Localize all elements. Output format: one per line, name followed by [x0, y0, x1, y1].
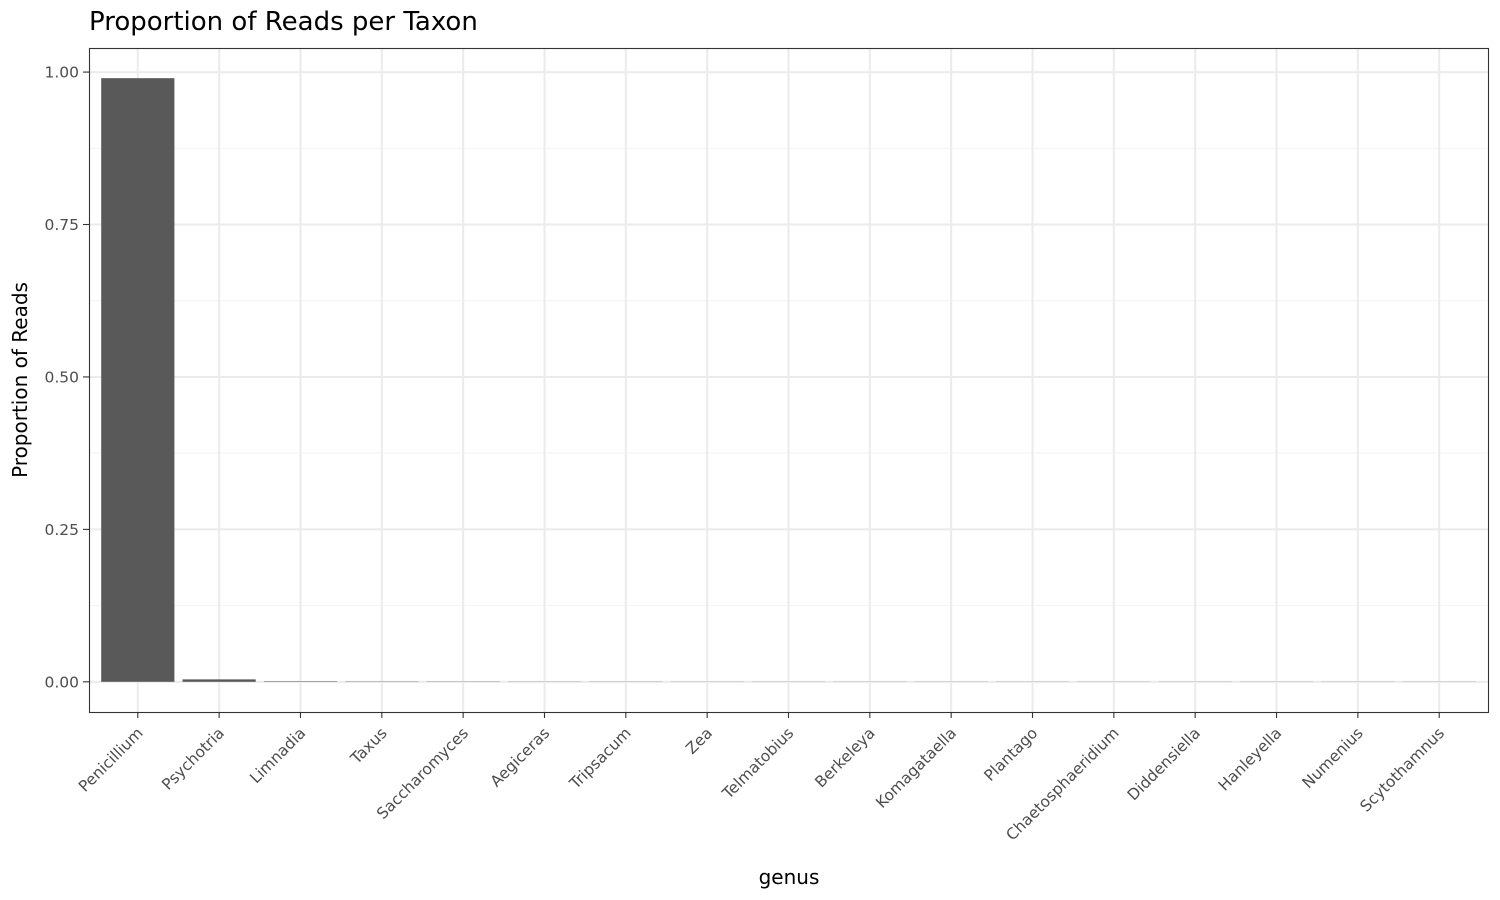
x-axis: Penicillium Psychotria Limnadia TaxusSaccha… [75, 712, 1448, 844]
x-tick-label: Scytothamnus [1357, 724, 1448, 815]
bar-psychotria [182, 679, 256, 682]
bars [101, 78, 1476, 682]
x-tick-label: Tripsacum [566, 724, 635, 793]
y-tick-label: 0.00 [44, 673, 79, 691]
x-tick-label: Penicillium [75, 724, 147, 796]
bar-penicillium [101, 78, 175, 682]
chart-title: Proportion of Reads per Taxon [89, 7, 478, 37]
x-tick-label: Taxus [346, 724, 390, 768]
grid [89, 48, 1488, 712]
y-tick-label: 0.25 [44, 521, 79, 539]
x-tick-label: Numenius [1299, 724, 1367, 792]
x-tick-label: Zea [682, 724, 716, 758]
y-tick-label: 0.75 [44, 216, 79, 234]
x-tick-label: Hanleyella [1215, 724, 1285, 794]
x-axis-title: genus [759, 865, 820, 889]
x-tick-label: Psychotria [158, 724, 228, 794]
y-tick-label: 1.00 [44, 64, 79, 82]
y-tick-label: 0.50 [44, 368, 79, 386]
y-axis: 0.00 0.25 0.50 0.75 1.00 [44, 64, 89, 691]
x-tick-label: Limnadia [246, 724, 309, 787]
x-tick-label: Plantago [981, 724, 1042, 785]
x-tick-label: Berkeleya [811, 724, 878, 791]
x-tick-label: Komagataella [872, 724, 960, 812]
x-tick-label: Telmatobius [718, 724, 797, 803]
x-tick-label: Aegiceras [487, 724, 553, 790]
y-axis-title: Proportion of Reads [8, 282, 32, 478]
x-tick-label: Diddensiella [1124, 724, 1204, 804]
